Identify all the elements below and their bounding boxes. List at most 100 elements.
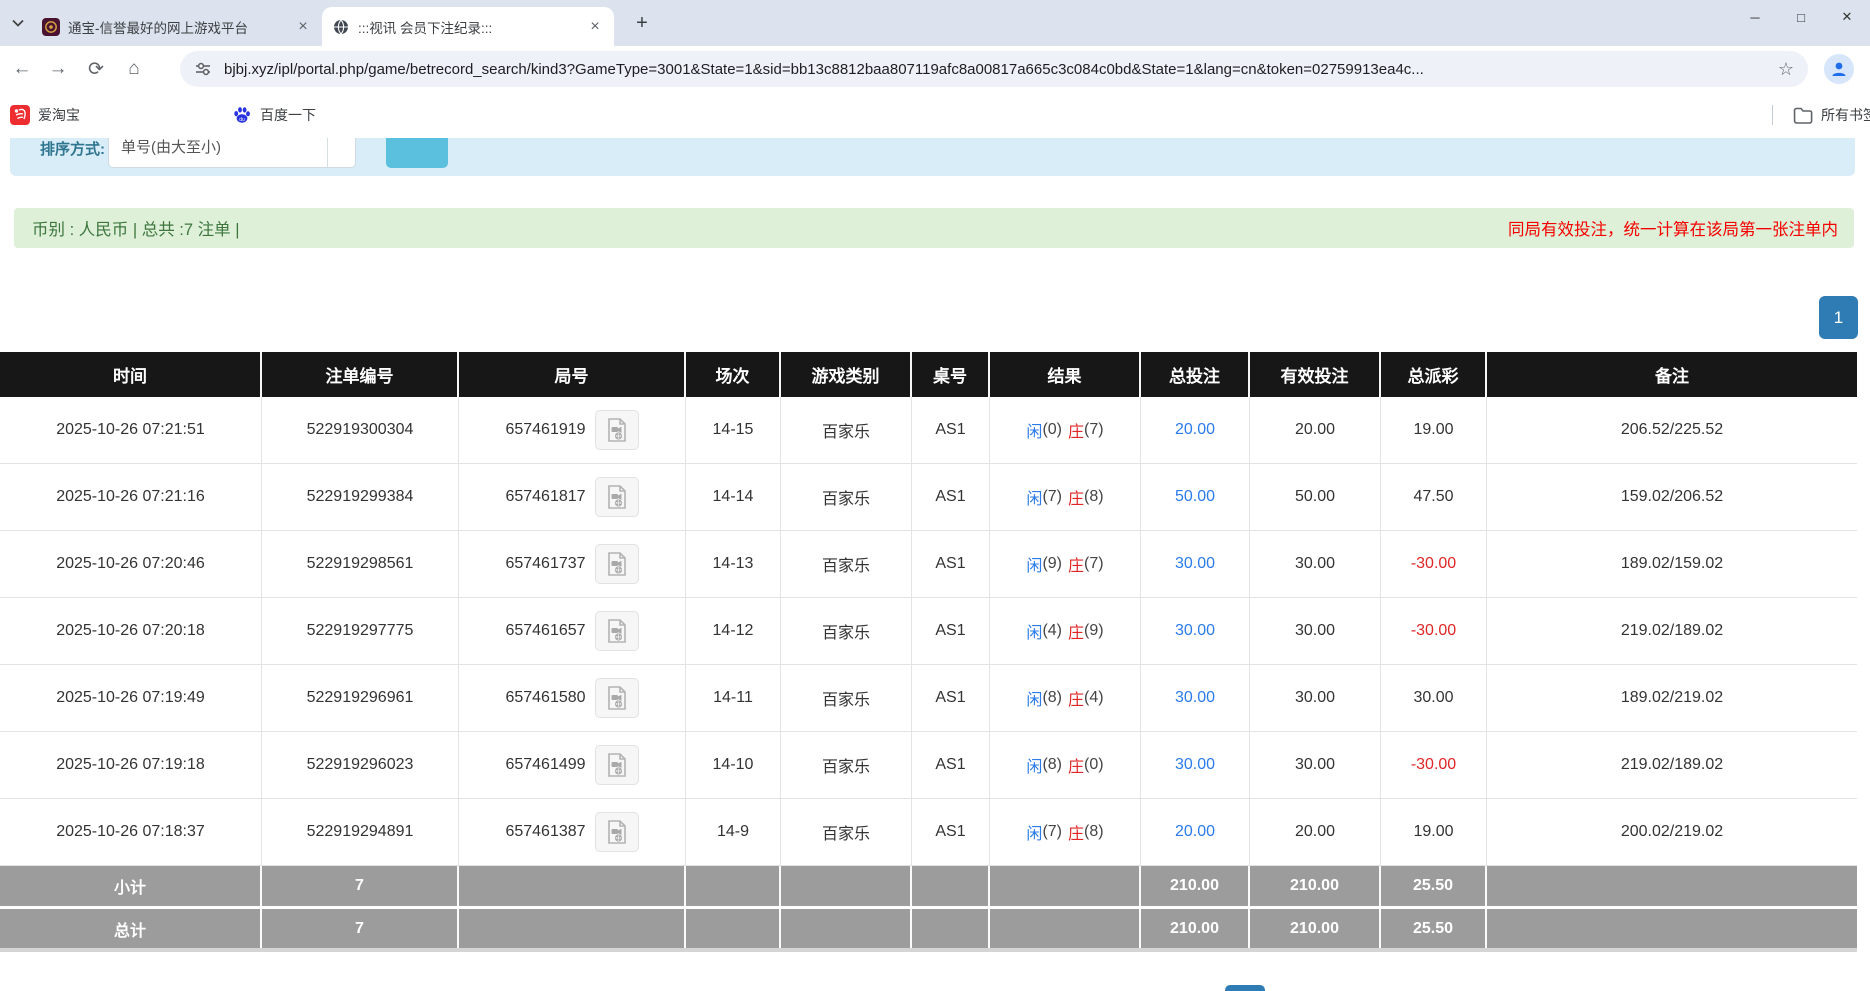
cell-valid-bet: 30.00 xyxy=(1250,732,1381,798)
window-close-button[interactable]: ✕ xyxy=(1841,9,1853,24)
video-replay-button[interactable] xyxy=(594,477,639,517)
all-bookmarks-label: 所有书签 xyxy=(1821,107,1870,123)
result-player: 闲 xyxy=(1026,424,1043,441)
filter-panel: 排序方式: 单号(由大至小) xyxy=(10,138,1855,176)
browser-tab-bar: 通宝-信誉最好的网上游戏平台 × :::视讯 会员下注纪录::: × + ─ □… xyxy=(0,0,1870,46)
cell-round: 657461387 xyxy=(459,799,686,865)
cell-result: 闲 (9) 庄 (7) xyxy=(990,531,1141,597)
cell-session: 14-9 xyxy=(686,799,781,865)
cell-time: 2025-10-26 07:21:51 xyxy=(0,397,262,463)
reload-button[interactable]: ⟳ xyxy=(88,58,104,80)
bookmark-label: 百度一下 xyxy=(260,107,316,123)
window-maximize-button[interactable]: □ xyxy=(1797,9,1805,25)
bookmark-item-baidu[interactable]: du 百度一下 xyxy=(232,102,316,128)
video-replay-button[interactable] xyxy=(594,410,639,450)
video-replay-button[interactable] xyxy=(594,745,639,785)
cell-remark: 159.02/206.52 xyxy=(1620,488,1724,505)
video-replay-button[interactable] xyxy=(594,544,639,584)
summary-bar: 币别 : 人民币 | 总共 :7 注单 | 同局有效投注，统一计算在该局第一张注… xyxy=(14,208,1854,248)
cell-time: 2025-10-26 07:21:16 xyxy=(0,464,262,530)
cell-remark: 206.52/225.52 xyxy=(1620,421,1724,438)
column-header-1: 注单编号 xyxy=(262,352,459,397)
total-bet-link[interactable]: 20.00 xyxy=(1174,823,1216,840)
column-header-2: 局号 xyxy=(459,352,686,397)
total-bet-link[interactable]: 30.00 xyxy=(1174,622,1216,639)
total-bet-link[interactable]: 30.00 xyxy=(1174,689,1216,706)
video-file-icon xyxy=(607,820,626,844)
svg-text:du: du xyxy=(239,117,245,123)
total-bet-link[interactable]: 50.00 xyxy=(1174,488,1216,505)
tab-search-chevron-icon[interactable] xyxy=(6,11,30,35)
table-row: 2025-10-26 07:20:18 522919297775 6574616… xyxy=(0,598,1857,665)
currency-summary-text: 币别 : 人民币 | 总共 :7 注单 | xyxy=(32,221,240,239)
cell-result: 闲 (7) 庄 (8) xyxy=(990,799,1141,865)
site-settings-icon[interactable] xyxy=(194,60,212,78)
video-replay-button[interactable] xyxy=(594,611,639,651)
cell-total-bet: 20.00 xyxy=(1141,397,1250,463)
new-tab-button[interactable]: + xyxy=(636,11,648,34)
url-text[interactable]: bjbj.xyz/ipl/portal.php/game/betrecord_s… xyxy=(224,60,1424,78)
cell-bet-id: 522919298561 xyxy=(262,531,459,597)
all-bookmarks-button[interactable]: 所有书签 xyxy=(1793,102,1870,128)
cell-time: 2025-10-26 07:20:46 xyxy=(0,531,262,597)
cell-payout: 19.00 xyxy=(1381,397,1487,463)
result-player-score: (7) xyxy=(1042,823,1062,840)
search-button[interactable] xyxy=(386,138,448,168)
total-count: 7 xyxy=(262,909,459,948)
bookmark-item-taobao[interactable]: 爱淘宝 xyxy=(10,102,80,128)
result-banker-score: (0) xyxy=(1084,756,1104,773)
cell-time: 2025-10-26 07:19:49 xyxy=(0,665,262,731)
cell-round: 657461657 xyxy=(459,598,686,664)
pagination-bottom-partial-button[interactable] xyxy=(1225,985,1265,991)
cell-table-no: AS1 xyxy=(912,464,990,530)
back-button[interactable]: ← xyxy=(12,58,32,79)
cell-game-type: 百家乐 xyxy=(781,799,912,865)
total-bet-link[interactable]: 30.00 xyxy=(1174,756,1216,773)
table-row: 2025-10-26 07:19:49 522919296961 6574615… xyxy=(0,665,1857,732)
sort-order-value: 单号(由大至小) xyxy=(121,138,221,156)
person-icon xyxy=(1832,62,1846,76)
result-banker: 庄 xyxy=(1068,759,1085,776)
result-banker-score: (7) xyxy=(1084,555,1104,572)
browser-tab-inactive[interactable]: 通宝-信誉最好的网上游戏平台 × xyxy=(32,7,322,46)
cell-bet-id: 522919296023 xyxy=(262,732,459,798)
cell-valid-bet: 50.00 xyxy=(1250,464,1381,530)
total-label: 总计 xyxy=(0,909,262,948)
video-replay-button[interactable] xyxy=(594,678,639,718)
total-bet-link[interactable]: 20.00 xyxy=(1174,421,1216,438)
result-player: 闲 xyxy=(1026,826,1043,843)
window-minimize-button[interactable]: ─ xyxy=(1750,9,1760,25)
cell-result: 闲 (8) 庄 (0) xyxy=(990,732,1141,798)
cell-game-type: 百家乐 xyxy=(781,665,912,731)
address-bar[interactable]: bjbj.xyz/ipl/portal.php/game/betrecord_s… xyxy=(180,51,1808,87)
total-bet-link[interactable]: 30.00 xyxy=(1174,555,1216,572)
cell-valid-bet: 30.00 xyxy=(1250,531,1381,597)
profile-avatar[interactable] xyxy=(1824,54,1854,84)
sort-order-select[interactable]: 单号(由大至小) xyxy=(108,138,356,168)
folder-icon xyxy=(1793,107,1813,124)
cell-payout: 30.00 xyxy=(1381,665,1487,731)
cell-remark: 219.02/189.02 xyxy=(1620,756,1724,773)
round-number: 657461817 xyxy=(505,488,586,505)
column-header-0: 时间 xyxy=(0,352,262,397)
browser-tab-active[interactable]: :::视讯 会员下注纪录::: × xyxy=(322,7,614,46)
column-header-5: 桌号 xyxy=(912,352,990,397)
forward-button[interactable]: → xyxy=(48,58,68,79)
tab-close-icon[interactable]: × xyxy=(590,17,600,35)
bookmark-star-icon[interactable]: ☆ xyxy=(1777,58,1794,79)
table-row: 2025-10-26 07:20:46 522919298561 6574617… xyxy=(0,531,1857,598)
result-banker-score: (4) xyxy=(1084,689,1104,706)
home-button[interactable]: ⌂ xyxy=(128,58,140,79)
cell-valid-bet: 30.00 xyxy=(1250,665,1381,731)
video-replay-button[interactable] xyxy=(594,812,639,852)
cell-result: 闲 (4) 庄 (9) xyxy=(990,598,1141,664)
pagination-page-1-button[interactable]: 1 xyxy=(1819,296,1858,339)
cell-game-type: 百家乐 xyxy=(781,464,912,530)
cell-result: 闲 (7) 庄 (8) xyxy=(990,464,1141,530)
baidu-paw-icon: du xyxy=(234,107,250,123)
result-player-score: (0) xyxy=(1042,421,1062,438)
cell-remark: 189.02/219.02 xyxy=(1620,689,1724,706)
cell-payout: -30.00 xyxy=(1381,732,1487,798)
table-row: 2025-10-26 07:19:18 522919296023 6574614… xyxy=(0,732,1857,799)
tab-close-icon[interactable]: × xyxy=(298,17,308,35)
